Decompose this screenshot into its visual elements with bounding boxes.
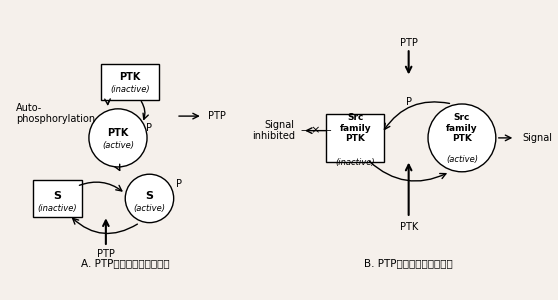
- Text: Signal: Signal: [522, 133, 552, 143]
- Text: S: S: [146, 191, 153, 201]
- Text: (inactive): (inactive): [37, 204, 77, 213]
- Text: PTP: PTP: [208, 111, 226, 121]
- Text: (inactive): (inactive): [110, 85, 150, 94]
- Circle shape: [125, 174, 174, 223]
- Text: Auto-
phosphorylation: Auto- phosphorylation: [16, 103, 95, 124]
- Text: Src
family
PTK: Src family PTK: [340, 113, 371, 143]
- Text: (active): (active): [133, 204, 166, 213]
- Text: Src
family
PTK: Src family PTK: [446, 113, 478, 143]
- Text: Signal
inhibited: Signal inhibited: [252, 120, 295, 141]
- Text: PTK: PTK: [107, 128, 129, 138]
- Text: —×—: —×—: [301, 126, 333, 136]
- FancyBboxPatch shape: [101, 64, 159, 100]
- Text: A. PTP对信号的负调控作用: A. PTP对信号的负调控作用: [81, 259, 170, 269]
- FancyBboxPatch shape: [33, 180, 81, 217]
- Text: S: S: [54, 191, 61, 201]
- FancyBboxPatch shape: [326, 114, 384, 162]
- Text: PTK: PTK: [400, 223, 418, 232]
- Text: PTP: PTP: [400, 38, 417, 49]
- Text: P: P: [406, 97, 412, 106]
- Text: PTP: PTP: [97, 249, 115, 259]
- Circle shape: [428, 104, 496, 172]
- Text: (inactive): (inactive): [335, 158, 375, 166]
- Text: PTK: PTK: [119, 72, 141, 82]
- Text: P: P: [146, 123, 152, 133]
- Text: (active): (active): [102, 141, 134, 150]
- Text: (active): (active): [446, 155, 478, 164]
- Text: P: P: [176, 179, 181, 189]
- Text: B. PTP对信号的正调控作用: B. PTP对信号的正调控作用: [364, 259, 453, 269]
- Circle shape: [89, 109, 147, 167]
